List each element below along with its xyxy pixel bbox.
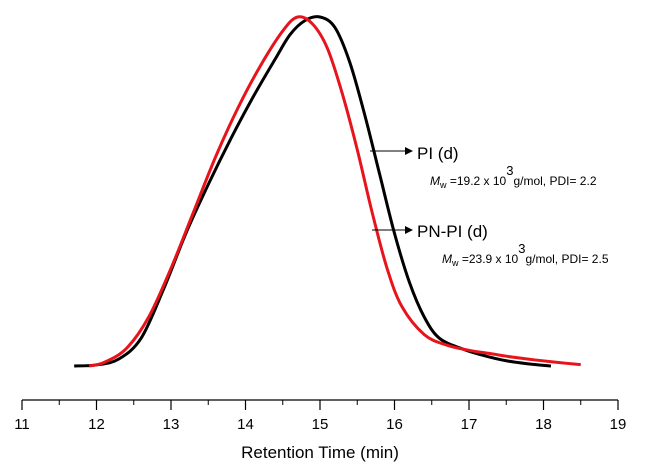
pi-d-label: PI (d) bbox=[417, 144, 459, 163]
annotation-pn-pi-d: PN-PI (d) Mw =23.9 x 103g/mol, PDI= 2.5 bbox=[372, 222, 609, 268]
annotation-pi-d: PI (d) Mw =19.2 x 103g/mol, PDI= 2.2 bbox=[370, 144, 597, 190]
pi-d-mw-suffix: g/mol, PDI= 2.2 bbox=[513, 174, 596, 188]
x-axis: 11 12 13 14 15 16 17 18 19 Retention Time (min) bbox=[14, 399, 626, 462]
x-tick-label: 17 bbox=[461, 416, 478, 433]
x-tick-label: 15 bbox=[312, 416, 329, 433]
x-tick-label: 16 bbox=[386, 416, 403, 433]
annotations-layer: PI (d) Mw =19.2 x 103g/mol, PDI= 2.2 PN-… bbox=[370, 144, 609, 268]
pi-d-mw: Mw =19.2 x 103g/mol, PDI= 2.2 bbox=[430, 163, 597, 190]
x-tick-label: 19 bbox=[610, 416, 627, 433]
pn-pi-d-mw-suffix: g/mol, PDI= 2.5 bbox=[525, 252, 608, 266]
pn-pi-d-mw-sub: w bbox=[451, 258, 459, 268]
pn-pi-d-mw-symbol: M bbox=[442, 252, 452, 266]
pi-d-mw-exp: 3 bbox=[506, 163, 513, 178]
pn-pi-d-mw: Mw =23.9 x 103g/mol, PDI= 2.5 bbox=[442, 241, 609, 268]
x-ticks: 11 12 13 14 15 16 17 18 19 bbox=[14, 400, 626, 433]
x-tick-label: 11 bbox=[14, 416, 30, 433]
pn-pi-d-label: PN-PI (d) bbox=[417, 222, 488, 241]
pi-d-arrowhead bbox=[405, 147, 413, 155]
x-tick-label: 14 bbox=[237, 416, 254, 433]
x-tick-label: 18 bbox=[535, 416, 552, 433]
series-pi-d-line bbox=[74, 15, 552, 368]
pi-d-mw-symbol: M bbox=[430, 174, 440, 188]
x-axis-title: Retention Time (min) bbox=[241, 443, 399, 462]
pn-pi-d-arrowhead bbox=[405, 226, 413, 234]
curves-layer bbox=[74, 15, 581, 368]
x-tick-label: 12 bbox=[88, 416, 105, 433]
pi-d-mw-sub: w bbox=[439, 180, 447, 190]
pi-d-mw-prefix: =19.2 x 10 bbox=[447, 174, 507, 188]
pn-pi-d-mw-prefix: =23.9 x 10 bbox=[459, 252, 519, 266]
series-pn-pi-d-line bbox=[88, 15, 581, 368]
x-tick-label: 13 bbox=[163, 416, 180, 433]
pn-pi-d-mw-exp: 3 bbox=[518, 241, 525, 256]
